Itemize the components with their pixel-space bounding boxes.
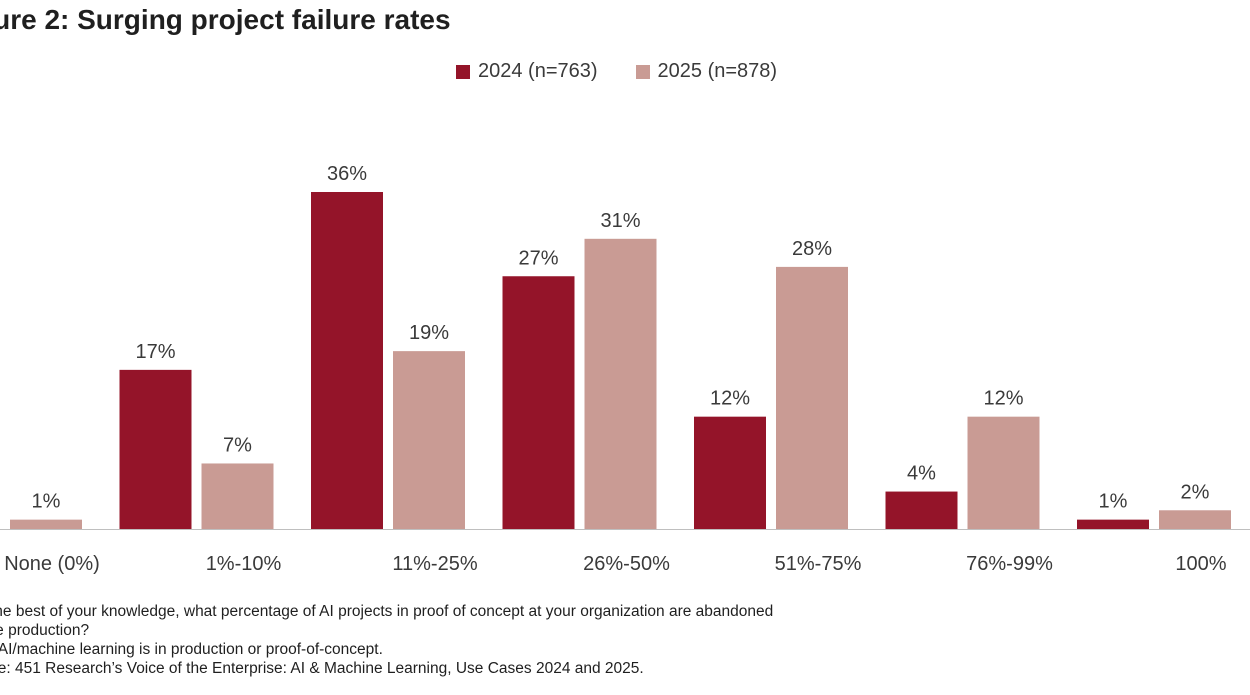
bar-2025-3 — [584, 238, 657, 530]
note-question: the best of your knowledge, what percent… — [0, 603, 774, 620]
data-label-2025-3: 31% — [600, 210, 640, 232]
note-base: : AI/machine learning is in production o… — [0, 641, 383, 658]
x-tick-label-0: None (0%) — [4, 553, 100, 575]
legend-label-2025: 2025 (n=878) — [657, 60, 778, 82]
data-label-2025-5: 12% — [983, 388, 1023, 410]
bar-2025-2 — [393, 351, 465, 529]
x-tick-label-5: 76%-99% — [966, 553, 1053, 575]
data-label-2025-6: 2% — [1181, 481, 1210, 503]
data-label-2024-5: 4% — [907, 463, 936, 485]
data-label-2024-4: 12% — [710, 388, 750, 410]
data-label-2025-0: 1% — [32, 491, 61, 513]
x-tick-label-4: 51%-75% — [775, 553, 862, 575]
data-label-2025-2: 19% — [409, 322, 449, 344]
bar-2025-5 — [967, 416, 1040, 529]
bar-2024-2 — [311, 192, 383, 529]
data-label-2024-3: 27% — [518, 247, 558, 269]
x-tick-label-3: 26%-50% — [583, 553, 670, 575]
bar-2024-4 — [694, 416, 766, 529]
data-label-2024-6: 1% — [1099, 491, 1128, 513]
data-label-2024-2: 36% — [327, 163, 367, 185]
note-question-cont: re production? — [0, 622, 90, 639]
x-tick-label-2: 11%-25% — [392, 553, 477, 575]
legend-swatch-2025 — [635, 64, 650, 79]
bar-chart: 3%1%None (0%)17%7%1%-10%36%19%11%-25%27%… — [0, 163, 1250, 575]
bar-2025-6 — [1159, 510, 1231, 529]
chart-title: gure 2: Surging project failure rates — [0, 4, 451, 35]
legend-item-2024: 2024 (n=763) — [456, 60, 598, 83]
bar-2025-1 — [201, 463, 274, 529]
bar-2024-1 — [119, 369, 192, 529]
x-tick-label-6: 100% — [1175, 553, 1226, 575]
data-label-2024-1: 17% — [135, 341, 175, 363]
chart-notes: the best of your knowledge, what percent… — [0, 602, 990, 678]
legend-swatch-2024 — [456, 64, 470, 79]
note-source: ce: 451 Research’s Voice of the Enterpri… — [0, 660, 644, 677]
data-label-2025-1: 7% — [223, 434, 252, 456]
legend-item-2025: 2025 (n=878) — [635, 60, 778, 83]
bar-2024-3 — [502, 276, 575, 529]
bar-2024-5 — [885, 491, 958, 529]
chart-legend: 2024 (n=763) 2025 (n=878) — [456, 60, 777, 83]
bar-2025-4 — [776, 266, 848, 529]
data-label-2025-4: 28% — [792, 238, 832, 260]
x-tick-label-1: 1%-10% — [206, 553, 282, 575]
legend-label-2024: 2024 (n=763) — [478, 60, 598, 82]
bar-2025-0 — [10, 519, 82, 529]
bar-2024-6 — [1077, 519, 1149, 529]
